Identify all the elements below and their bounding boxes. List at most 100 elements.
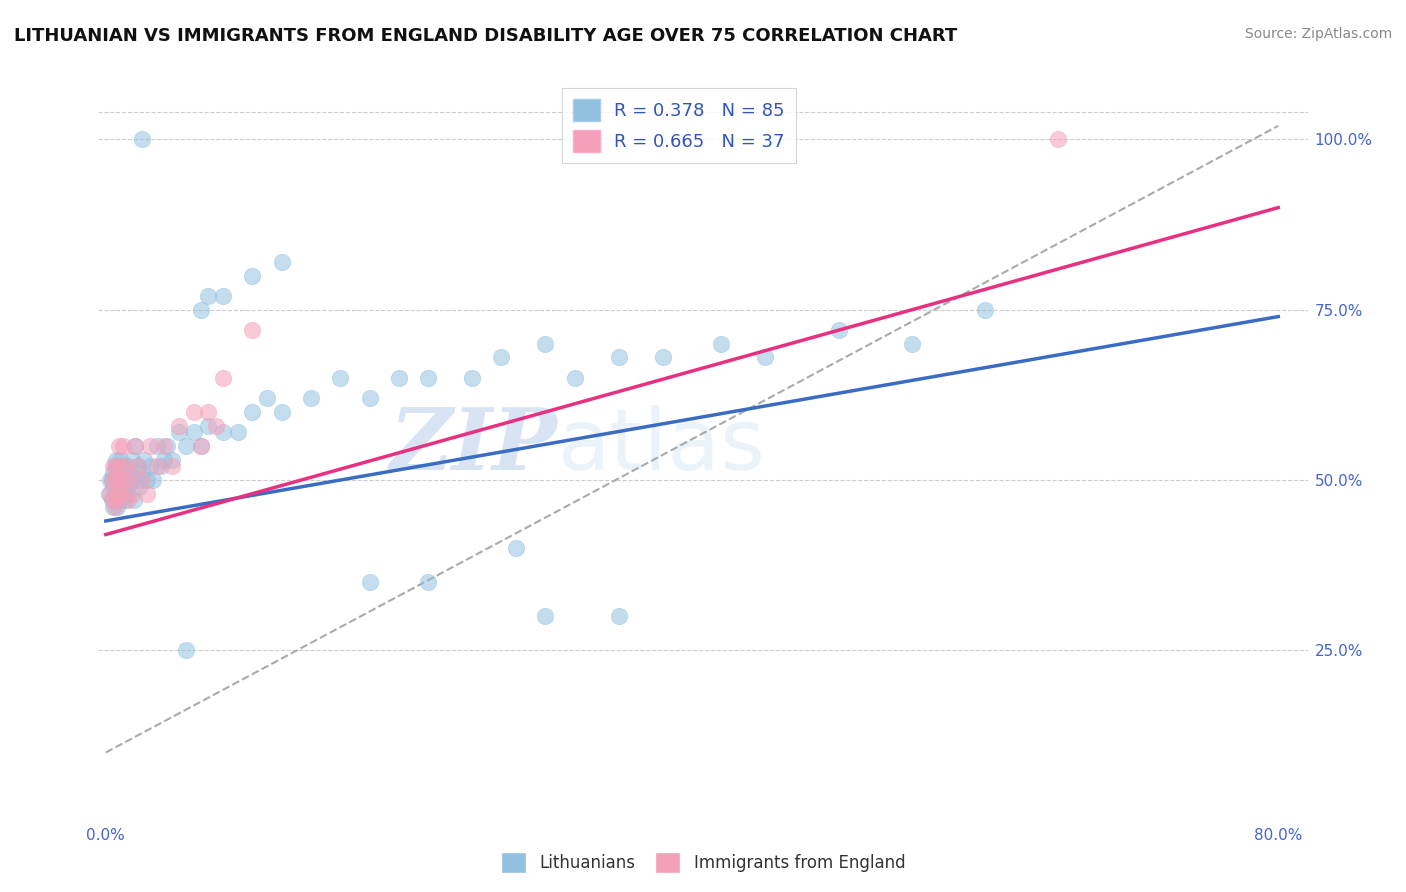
Point: [226, 425, 249, 440]
Point: [534, 336, 557, 351]
Text: LITHUANIAN VS IMMIGRANTS FROM ENGLAND DISABILITY AGE OVER 75 CORRELATION CHART: LITHUANIAN VS IMMIGRANTS FROM ENGLAND DI…: [14, 27, 957, 45]
Point: [105, 459, 128, 474]
Point: [190, 439, 212, 453]
Point: [127, 459, 149, 474]
Point: [101, 467, 124, 481]
Point: [212, 425, 235, 440]
Text: Source: ZipAtlas.com: Source: ZipAtlas.com: [1244, 27, 1392, 41]
Point: [359, 392, 381, 406]
Point: [183, 425, 205, 440]
Point: [131, 473, 153, 487]
Point: [204, 418, 226, 433]
Point: [461, 371, 484, 385]
Legend: Lithuanians, Immigrants from England: Lithuanians, Immigrants from England: [494, 846, 912, 880]
Point: [110, 473, 132, 487]
Point: [138, 459, 160, 474]
Text: ZIP: ZIP: [389, 404, 558, 488]
Point: [901, 336, 924, 351]
Point: [103, 500, 125, 515]
Point: [135, 486, 157, 500]
Point: [270, 255, 292, 269]
Point: [167, 425, 190, 440]
Point: [607, 351, 630, 365]
Point: [105, 493, 128, 508]
Point: [710, 336, 733, 351]
Point: [121, 486, 143, 500]
Point: [98, 473, 121, 487]
Point: [974, 302, 997, 317]
Point: [167, 418, 190, 433]
Point: [150, 459, 173, 474]
Point: [491, 351, 513, 365]
Point: [270, 405, 292, 419]
Point: [111, 486, 134, 500]
Point: [111, 459, 134, 474]
Point: [117, 459, 139, 474]
Point: [111, 480, 134, 494]
Point: [125, 473, 148, 487]
Point: [212, 371, 235, 385]
Point: [100, 473, 122, 487]
Point: [114, 473, 136, 487]
Point: [156, 439, 179, 453]
Point: [146, 459, 169, 474]
Point: [176, 643, 198, 657]
Point: [100, 473, 122, 487]
Point: [101, 480, 124, 494]
Point: [197, 289, 219, 303]
Text: atlas: atlas: [558, 404, 766, 488]
Point: [112, 439, 135, 453]
Point: [131, 467, 153, 481]
Point: [190, 302, 212, 317]
Point: [212, 289, 235, 303]
Point: [176, 439, 198, 453]
Point: [115, 459, 138, 474]
Point: [190, 439, 212, 453]
Point: [107, 480, 129, 494]
Point: [108, 486, 131, 500]
Point: [1047, 132, 1070, 146]
Point: [100, 493, 122, 508]
Legend: R = 0.378   N = 85, R = 0.665   N = 37: R = 0.378 N = 85, R = 0.665 N = 37: [562, 88, 796, 162]
Point: [107, 500, 129, 515]
Point: [240, 405, 263, 419]
Point: [114, 473, 136, 487]
Point: [97, 486, 120, 500]
Point: [118, 473, 141, 487]
Point: [146, 439, 169, 453]
Point: [103, 486, 125, 500]
Point: [98, 486, 121, 500]
Point: [359, 575, 381, 590]
Point: [110, 452, 132, 467]
Point: [131, 132, 153, 146]
Point: [240, 268, 263, 283]
Point: [240, 323, 263, 337]
Point: [128, 480, 150, 494]
Point: [418, 575, 440, 590]
Point: [124, 439, 146, 453]
Point: [607, 609, 630, 624]
Point: [115, 480, 138, 494]
Point: [108, 486, 131, 500]
Point: [827, 323, 849, 337]
Point: [117, 486, 139, 500]
Point: [505, 541, 527, 556]
Point: [107, 493, 129, 508]
Point: [112, 467, 135, 481]
Point: [153, 439, 176, 453]
Point: [197, 405, 219, 419]
Point: [105, 486, 128, 500]
Point: [534, 609, 557, 624]
Point: [118, 467, 141, 481]
Point: [108, 467, 131, 481]
Point: [101, 493, 124, 508]
Point: [256, 392, 278, 406]
Point: [110, 459, 132, 474]
Point: [197, 418, 219, 433]
Point: [651, 351, 673, 365]
Point: [122, 493, 145, 508]
Point: [103, 459, 125, 474]
Point: [160, 452, 183, 467]
Point: [160, 459, 183, 474]
Point: [153, 452, 176, 467]
